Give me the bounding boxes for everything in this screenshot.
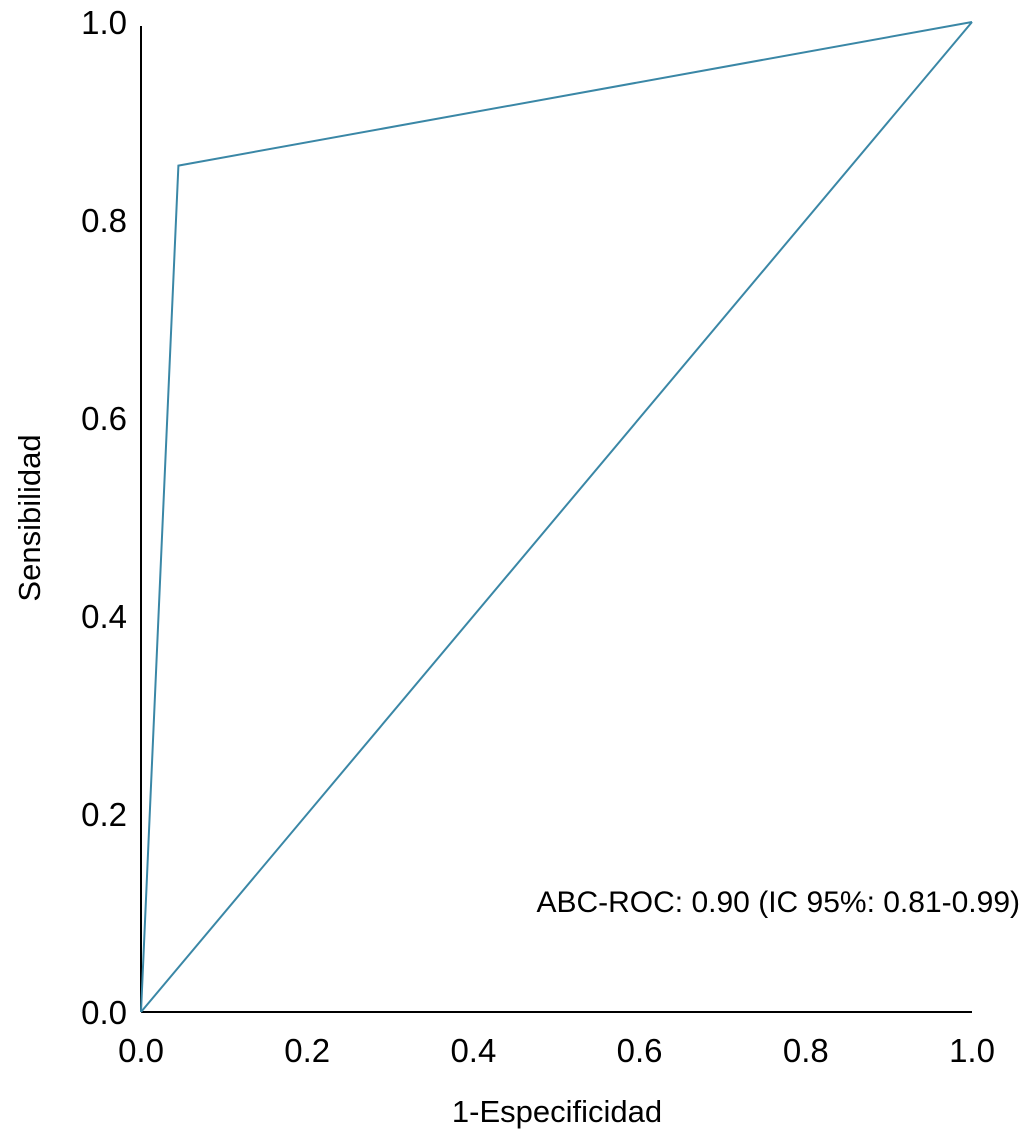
x-axis-title: 1-Especificidad: [452, 1094, 662, 1129]
y-tick-label: 0.8: [81, 202, 127, 239]
auc-annotation: ABC-ROC: 0.90 (IC 95%: 0.81-0.99): [536, 886, 1020, 919]
y-axis-title: Sensibilidad: [12, 434, 47, 601]
y-tick-labels: 0.0 0.2 0.4 0.6 0.8 1.0: [81, 4, 127, 1031]
roc-curve-line: [140, 21, 973, 1013]
x-axis: 0.0 0.2 0.4 0.6 0.8 1.0: [118, 1011, 995, 1069]
x-tick-labels: 0.0 0.2 0.4 0.6 0.8 1.0: [118, 1032, 995, 1069]
x-tick-label: 0.2: [284, 1032, 330, 1069]
x-tick-label: 0.4: [450, 1032, 496, 1069]
y-tick-label: 0.0: [81, 994, 127, 1031]
y-tick-label: 1.0: [81, 4, 127, 41]
reference-diagonal-line: [140, 21, 973, 1013]
y-tick-label: 0.2: [81, 796, 127, 833]
x-tick-label: 0.0: [118, 1032, 164, 1069]
x-tick-label: 0.8: [783, 1032, 829, 1069]
y-axis: 0.0 0.2 0.4 0.6 0.8 1.0: [81, 4, 142, 1031]
y-tick-label: 0.4: [81, 598, 127, 635]
x-tick-label: 0.6: [617, 1032, 663, 1069]
y-tick-label: 0.6: [81, 400, 127, 437]
x-tick-label: 1.0: [949, 1032, 995, 1069]
series-layer: [140, 21, 973, 1013]
